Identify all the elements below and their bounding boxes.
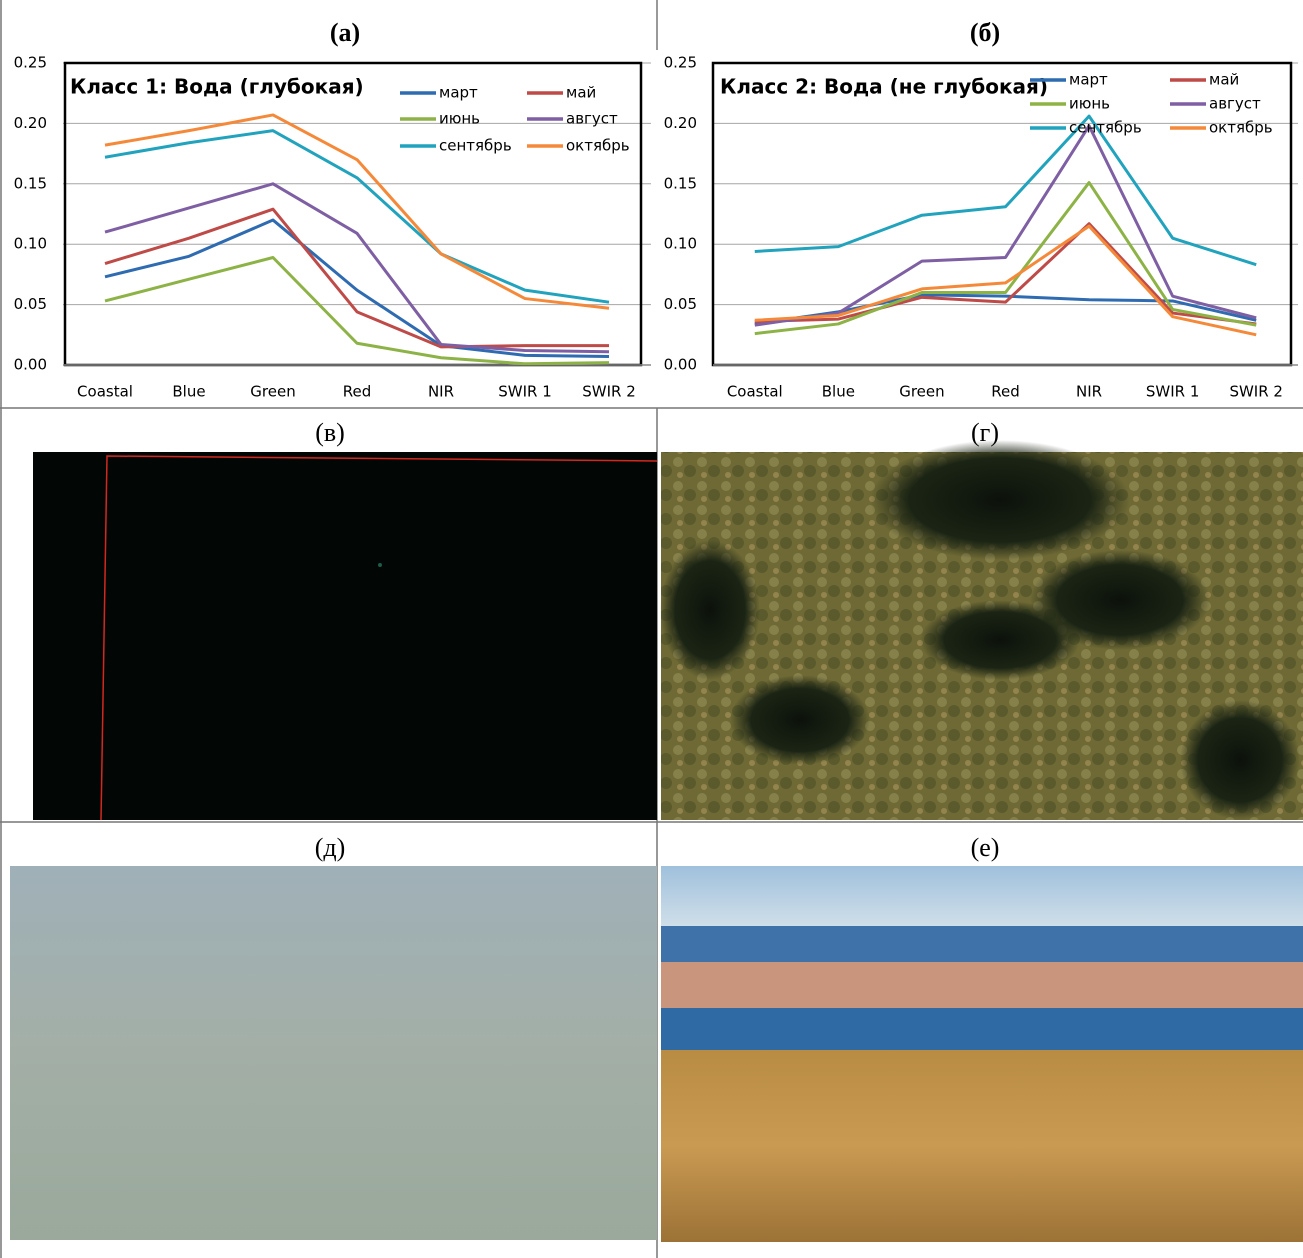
- chart-title: Класс 1: Вода (глубокая): [70, 75, 364, 99]
- x-tick-label: Green: [250, 383, 295, 401]
- y-tick-label: 0.05: [14, 295, 47, 313]
- series-line: [104, 207, 609, 349]
- series-line: [104, 113, 610, 310]
- series-line: [754, 124, 1257, 327]
- legend-label: июнь: [439, 110, 480, 128]
- x-tick-label: Red: [991, 383, 1020, 401]
- legend-label: август: [566, 110, 618, 128]
- x-tick-label: Red: [343, 383, 372, 401]
- y-tick-label: 0.15: [664, 174, 697, 192]
- x-tick-label: NIR: [1076, 383, 1102, 401]
- x-tick-label: SWIR 2: [582, 383, 636, 401]
- y-tick-label: 0.05: [664, 295, 697, 313]
- series-line: [104, 218, 610, 359]
- series-line: [754, 114, 1257, 267]
- panel-label: (а): [330, 18, 360, 47]
- series-line: [754, 224, 1257, 337]
- chart-title: Класс 2: Вода (не глубокая): [720, 75, 1048, 99]
- x-tick-label: Blue: [822, 383, 855, 401]
- y-tick-label: 0.10: [14, 235, 47, 253]
- legend-label: июнь: [1069, 95, 1110, 113]
- legend-label: май: [1209, 71, 1239, 89]
- x-tick-label: SWIR 1: [1146, 383, 1200, 401]
- x-tick-label: Coastal: [77, 383, 133, 401]
- legend-label: сентябрь: [1069, 119, 1142, 137]
- y-tick-label: 0.25: [664, 54, 697, 72]
- x-tick-label: NIR: [428, 383, 454, 401]
- photo-lake-reeds: [661, 866, 1303, 1242]
- x-tick-label: Coastal: [727, 383, 783, 401]
- y-tick-label: 0.00: [14, 356, 47, 374]
- legend-label: март: [439, 84, 478, 102]
- chart-box: [63, 61, 643, 367]
- photo-turbid-water: [10, 866, 657, 1240]
- legend-label: октябрь: [566, 137, 630, 155]
- x-tick-label: Blue: [172, 383, 205, 401]
- y-tick-label: 0.25: [14, 54, 47, 72]
- series-line: [104, 255, 610, 366]
- photo-aerial-reeds: [660, 440, 1303, 820]
- y-tick-label: 0.20: [664, 114, 697, 132]
- y-tick-label: 0.10: [664, 235, 697, 253]
- legend-label: сентябрь: [439, 137, 512, 155]
- x-tick-label: SWIR 2: [1229, 383, 1283, 401]
- y-tick-label: 0.00: [664, 356, 697, 374]
- series-line: [104, 182, 610, 354]
- panel-label: (е): [971, 833, 1000, 862]
- legend-label: март: [1069, 71, 1108, 89]
- panel-label: (б): [970, 18, 1000, 47]
- x-tick-label: Green: [899, 383, 944, 401]
- panel-label: (д): [315, 833, 346, 862]
- legend-label: август: [1209, 95, 1261, 113]
- series-line: [754, 222, 1257, 326]
- photo-satellite-dark: [33, 452, 658, 821]
- series-line: [754, 181, 1257, 336]
- x-tick-label: SWIR 1: [498, 383, 552, 401]
- y-tick-label: 0.15: [14, 174, 47, 192]
- series-line: [104, 129, 610, 304]
- legend-label: октябрь: [1209, 119, 1273, 137]
- y-tick-label: 0.20: [14, 114, 47, 132]
- legend-label: май: [566, 84, 596, 102]
- panel-label: (в): [315, 418, 345, 447]
